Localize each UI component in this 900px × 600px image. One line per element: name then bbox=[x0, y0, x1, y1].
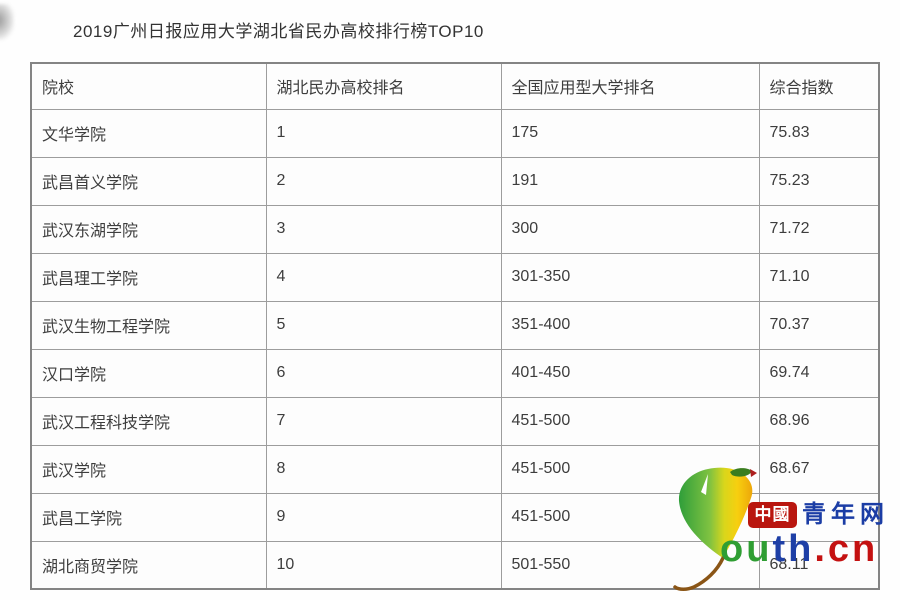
cell-index: 68.67 bbox=[758, 444, 880, 494]
cell-national-rank: 501-550 bbox=[500, 540, 760, 590]
cell-school: 武汉工程科技学院 bbox=[30, 396, 267, 446]
cell-national-rank: 191 bbox=[500, 156, 760, 206]
cell-hubei-rank: 7 bbox=[265, 396, 502, 446]
table-header: 院校 湖北民办高校排名 全国应用型大学排名 综合指数 bbox=[30, 62, 880, 110]
cell-school: 湖北商贸学院 bbox=[30, 540, 267, 590]
cell-school: 武昌首义学院 bbox=[30, 156, 267, 206]
cell-index: 68.96 bbox=[758, 396, 880, 446]
cell-hubei-rank: 1 bbox=[265, 108, 502, 158]
cell-hubei-rank: 8 bbox=[265, 444, 502, 494]
cell-index: 69.74 bbox=[758, 348, 880, 398]
table-body: 文华学院 1 175 75.83 武昌首义学院 2 191 75.23 武汉东湖… bbox=[30, 108, 880, 590]
table-row: 武汉东湖学院 3 300 71.72 bbox=[30, 204, 880, 254]
cell-national-rank: 451-500 bbox=[500, 396, 760, 446]
table-row: 武汉学院 8 451-500 68.67 bbox=[30, 444, 880, 494]
cell-school: 汉口学院 bbox=[30, 348, 267, 398]
header-row: 院校 湖北民办高校排名 全国应用型大学排名 综合指数 bbox=[30, 62, 880, 110]
cell-index: 70.37 bbox=[758, 300, 880, 350]
cell-school: 武昌理工学院 bbox=[30, 252, 267, 302]
cell-school: 武昌工学院 bbox=[30, 492, 267, 542]
cell-hubei-rank: 2 bbox=[265, 156, 502, 206]
cell-index bbox=[758, 492, 880, 542]
cell-hubei-rank: 9 bbox=[265, 492, 502, 542]
header-index: 综合指数 bbox=[758, 62, 880, 110]
cell-national-rank: 175 bbox=[500, 108, 760, 158]
header-hubei-rank: 湖北民办高校排名 bbox=[265, 62, 502, 110]
table-row: 武昌理工学院 4 301-350 71.10 bbox=[30, 252, 880, 302]
cell-hubei-rank: 3 bbox=[265, 204, 502, 254]
cell-hubei-rank: 6 bbox=[265, 348, 502, 398]
cell-school: 武汉生物工程学院 bbox=[30, 300, 267, 350]
cell-national-rank: 451-500 bbox=[500, 492, 760, 542]
cell-national-rank: 301-350 bbox=[500, 252, 760, 302]
cell-school: 文华学院 bbox=[30, 108, 267, 158]
cell-hubei-rank: 10 bbox=[265, 540, 502, 590]
cell-index: 71.72 bbox=[758, 204, 880, 254]
header-national-rank: 全国应用型大学排名 bbox=[500, 62, 760, 110]
header-school: 院校 bbox=[30, 62, 267, 110]
cell-index: 68.11 bbox=[758, 540, 880, 590]
cell-school: 武汉学院 bbox=[30, 444, 267, 494]
cell-hubei-rank: 4 bbox=[265, 252, 502, 302]
table-row: 汉口学院 6 401-450 69.74 bbox=[30, 348, 880, 398]
cell-hubei-rank: 5 bbox=[265, 300, 502, 350]
table-row: 武昌首义学院 2 191 75.23 bbox=[30, 156, 880, 206]
cell-national-rank: 451-500 bbox=[500, 444, 760, 494]
page-title: 2019广州日报应用大学湖北省民办高校排行榜TOP10 bbox=[73, 22, 484, 41]
cell-national-rank: 401-450 bbox=[500, 348, 760, 398]
table-row: 武汉生物工程学院 5 351-400 70.37 bbox=[30, 300, 880, 350]
cell-school: 武汉东湖学院 bbox=[30, 204, 267, 254]
table-row: 文华学院 1 175 75.83 bbox=[30, 108, 880, 158]
table-row: 湖北商贸学院 10 501-550 68.11 bbox=[30, 540, 880, 590]
cell-national-rank: 351-400 bbox=[500, 300, 760, 350]
cell-national-rank: 300 bbox=[500, 204, 760, 254]
cell-index: 75.83 bbox=[758, 108, 880, 158]
cell-index: 75.23 bbox=[758, 156, 880, 206]
table-row: 武汉工程科技学院 7 451-500 68.96 bbox=[30, 396, 880, 446]
corner-smudge bbox=[0, 4, 14, 40]
table-row: 武昌工学院 9 451-500 bbox=[30, 492, 880, 542]
ranking-table: 院校 湖北民办高校排名 全国应用型大学排名 综合指数 文华学院 1 175 75… bbox=[30, 62, 880, 590]
cell-index: 71.10 bbox=[758, 252, 880, 302]
